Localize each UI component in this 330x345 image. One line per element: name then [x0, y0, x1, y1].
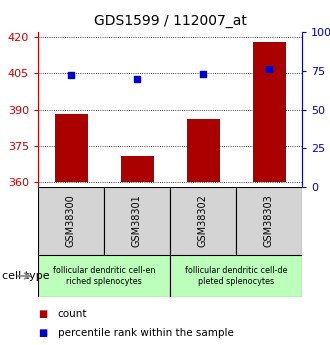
Text: percentile rank within the sample: percentile rank within the sample	[58, 328, 234, 338]
Text: follicular dendritic cell-en
riched splenocytes: follicular dendritic cell-en riched sple…	[53, 266, 155, 286]
Point	[266, 67, 272, 72]
Bar	[170, 255, 302, 297]
Point	[68, 73, 74, 78]
Text: GSM38302: GSM38302	[198, 195, 208, 247]
Bar	[38, 187, 104, 255]
Title: GDS1599 / 112007_at: GDS1599 / 112007_at	[94, 14, 247, 28]
Bar	[236, 187, 302, 255]
Bar	[186, 119, 219, 182]
Text: ■: ■	[38, 328, 47, 338]
Text: follicular dendritic cell-de
pleted splenocytes: follicular dendritic cell-de pleted sple…	[185, 266, 287, 286]
Text: ■: ■	[38, 309, 47, 319]
Bar	[104, 187, 170, 255]
Text: cell type: cell type	[2, 271, 49, 281]
Bar	[54, 114, 87, 182]
Bar	[38, 255, 170, 297]
Text: GSM38301: GSM38301	[132, 195, 142, 247]
Text: GSM38300: GSM38300	[66, 195, 76, 247]
Text: count: count	[58, 309, 87, 319]
Point	[200, 71, 206, 77]
Bar	[170, 187, 236, 255]
Bar	[120, 156, 153, 182]
Point	[134, 76, 140, 81]
Bar	[252, 42, 285, 182]
Text: GSM38303: GSM38303	[264, 195, 274, 247]
